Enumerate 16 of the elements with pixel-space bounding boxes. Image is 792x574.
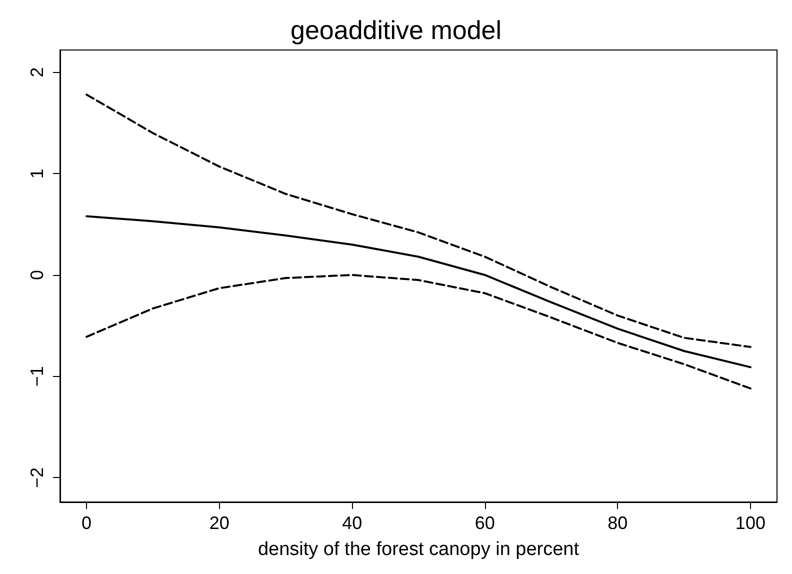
x-tick-label: 0 [82, 513, 92, 533]
x-tick-label: 40 [342, 513, 362, 533]
line-series [86, 215, 752, 368]
x-tick-label: 80 [608, 513, 628, 533]
x-tick-label: 100 [735, 513, 766, 533]
y-tick-label: 1 [27, 168, 47, 179]
y-tick-label: 0 [27, 270, 47, 280]
chart-title: geoadditive model [290, 15, 502, 45]
x-tick-label: 20 [209, 513, 230, 533]
y-tick-label: −1 [27, 366, 47, 387]
y-tick-label: −2 [27, 467, 47, 488]
x-tick-label: 60 [474, 513, 495, 533]
line-series [86, 94, 752, 348]
y-tick-label: 2 [27, 67, 47, 78]
x-axis-title: density of the forest canopy in percent [258, 539, 580, 560]
line-series [86, 274, 752, 390]
